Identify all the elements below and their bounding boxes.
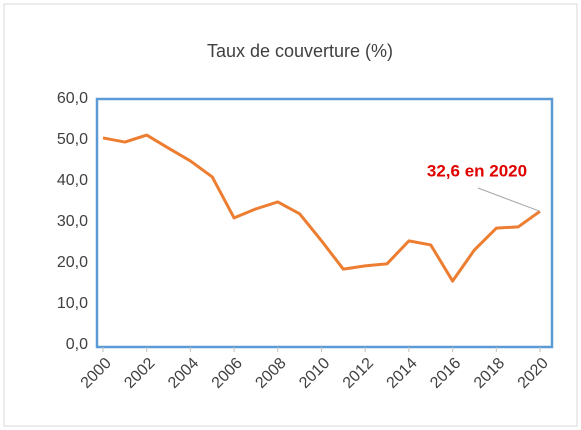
y-tick-label: 60,0 [57, 90, 88, 107]
data-line [102, 133, 541, 283]
y-tick-label: 0,0 [66, 336, 88, 353]
y-tick-label: 30,0 [57, 213, 88, 230]
annotation: 32,6 en 2020 [427, 161, 527, 180]
chart-border [3, 3, 578, 427]
y-tick-label: 20,0 [57, 254, 88, 271]
chart-title: Taux de couverture (%) [207, 41, 393, 61]
y-tick-label: 50,0 [57, 131, 88, 148]
plot-frame [95, 97, 554, 349]
annotation-leader [477, 187, 541, 212]
y-tick-label: 40,0 [57, 172, 88, 189]
y-tick-label: 10,0 [57, 295, 88, 312]
